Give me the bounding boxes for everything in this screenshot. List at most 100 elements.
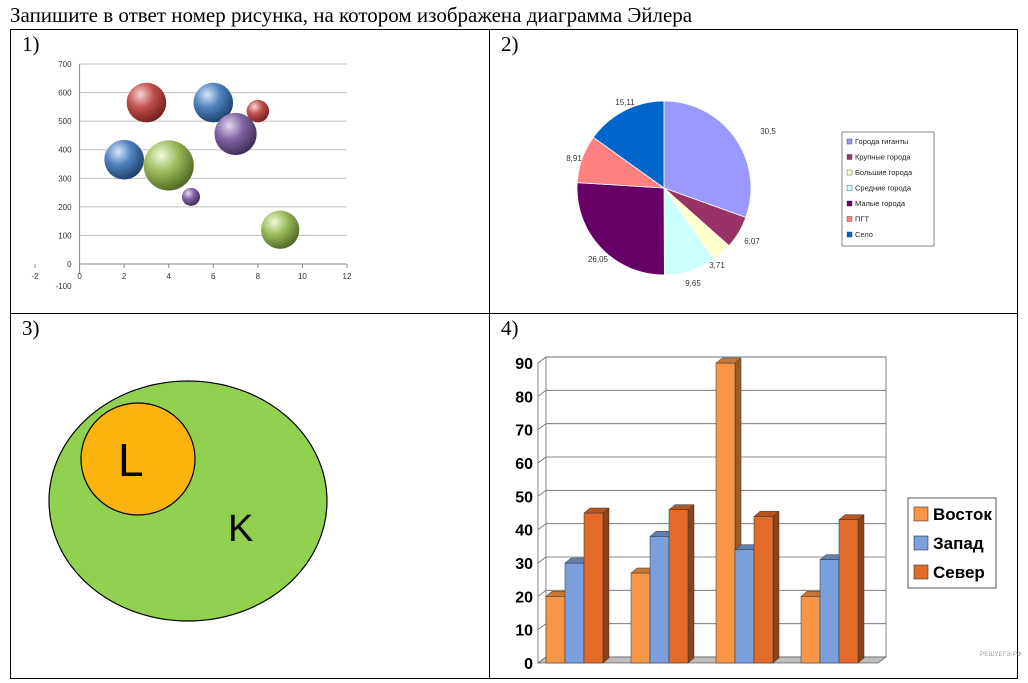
pie-data-label: 30,5 [760, 127, 776, 136]
x-tick-label: 0 [77, 272, 82, 281]
legend-box [841, 131, 935, 247]
figure-number: 4) [501, 316, 519, 340]
bar [753, 516, 774, 664]
legend-label: Малые города [855, 199, 906, 208]
x-tick-label: -2 [31, 272, 39, 281]
legend-swatch [913, 535, 929, 551]
bar [668, 509, 689, 664]
y-tick-label: 600 [58, 89, 72, 98]
bubble [126, 82, 167, 123]
x-tick-label: 4 кв [824, 677, 855, 678]
legend-swatch [846, 185, 853, 191]
legend-label: Крупные города [855, 153, 911, 162]
bar-top [668, 504, 695, 510]
figure-cell-2: 2) 30,5 6,07 3,71 9,65 26,05 8,91 15,11 Города… [490, 30, 1018, 314]
y-tick-label: 90 [515, 356, 533, 373]
figure-number: 3) [22, 316, 40, 340]
bar-top [838, 514, 865, 520]
pie-slice [592, 100, 665, 189]
y-tick-label: 10 [515, 623, 533, 640]
legend-label: Село [855, 230, 873, 239]
bar [564, 562, 585, 664]
legend-swatch [846, 154, 853, 160]
bar [630, 572, 651, 664]
question-text: Запишите в ответ номер рисунка, на котор… [10, 3, 693, 27]
pie-data-label: 8,91 [566, 154, 582, 163]
bubble [214, 112, 257, 156]
x-tick-label: 3 кв [739, 677, 770, 678]
x-tick-label: 2 [122, 272, 127, 281]
set-k-label: K [228, 508, 253, 550]
legend-swatch [846, 200, 853, 207]
y-tick-label: 60 [515, 456, 533, 473]
x-tick-label: 4 [166, 272, 171, 281]
y-tick-label: 40 [515, 523, 533, 540]
x-tick-label: 8 [256, 272, 261, 281]
y-tick-label: 80 [515, 389, 533, 406]
x-tick-label: 10 [298, 272, 307, 281]
bubble [246, 99, 270, 123]
bar [734, 549, 755, 664]
bar-side [857, 514, 865, 664]
legend-label: Средние города [855, 184, 912, 193]
bar-top [715, 357, 742, 364]
legend-swatch [913, 564, 929, 580]
bar [715, 362, 736, 664]
bar-top [583, 507, 610, 514]
pie-slice [663, 100, 752, 218]
figure-number: 2) [501, 32, 519, 56]
legend-label: Запад [933, 534, 984, 553]
pie-chart: 30,5 6,07 3,71 9,65 26,05 8,91 15,11 Города ги… [566, 98, 935, 288]
gridline-side [537, 490, 547, 497]
bubble [193, 82, 234, 123]
legend-label: ПГТ [855, 215, 869, 224]
bar-side [687, 504, 695, 664]
bubble [143, 140, 194, 191]
bar [545, 596, 566, 664]
bubble [261, 210, 300, 249]
y-tick-label: 20 [515, 589, 533, 606]
pie-data-label: 9,65 [685, 279, 701, 288]
y-tick-label: 400 [58, 146, 72, 155]
gridline-side [537, 523, 547, 530]
y-tick-label: 0 [67, 260, 72, 269]
bar-chart: 0 10 20 30 40 50 60 70 80 90 1 кв 2 кв 3 кв 4 кв Вост… [515, 356, 997, 678]
y-tick-label: 300 [58, 174, 72, 183]
legend-swatch [913, 506, 929, 522]
y-tick-label: 200 [58, 203, 72, 212]
gridline-side [537, 623, 547, 630]
gridline-side [537, 590, 547, 597]
y-tick-label: 500 [58, 117, 72, 126]
y-tick-label: -100 [56, 282, 73, 291]
x-tick-label: 6 [211, 272, 216, 281]
legend-swatch [846, 138, 853, 145]
legend-swatch [846, 231, 853, 238]
gridline-side [537, 556, 547, 564]
figure-number: 1) [22, 32, 40, 56]
figures-table: 1) 0 100 200 300 400 500 600 700 -100 -2 0 2 4 6 8 10 12… [10, 29, 1018, 679]
legend-swatch [846, 216, 853, 222]
legend-swatch [846, 169, 853, 176]
bar-side [772, 510, 780, 664]
euler-diagram: L K [48, 380, 328, 622]
bar [583, 512, 604, 664]
y-tick-label: 700 [58, 60, 72, 69]
bubble-chart: 0 100 200 300 400 500 600 700 -100 -2 0 2 4 6 8 10 12 [31, 60, 352, 291]
pie-data-label: 3,71 [709, 261, 725, 270]
figure-cell-4: 4) 0 10 20 30 40 50 60 70 80 90 1 кв 2 кв 3 кв 4 кв В… [490, 314, 1018, 679]
y-tick-label: 50 [515, 489, 533, 506]
figure-cell-3: 3) L K [11, 314, 490, 679]
x-tick-label: 2 кв [654, 677, 685, 678]
figure-cell-1: 1) 0 100 200 300 400 500 600 700 -100 -2 0 2 4 6 8 10 12 [11, 30, 490, 314]
set-k-ellipse [48, 380, 328, 622]
legend-label: Север [933, 563, 985, 582]
pie-data-label: 6,07 [744, 237, 760, 246]
bubble [104, 139, 144, 180]
x-tick-label: 1 кв [569, 677, 600, 678]
y-tick-label: 100 [58, 231, 72, 240]
bar-side [602, 507, 610, 664]
legend-label: Большие города [855, 168, 913, 177]
bar-top [753, 511, 780, 517]
bar [819, 559, 840, 664]
bubble [182, 187, 200, 206]
